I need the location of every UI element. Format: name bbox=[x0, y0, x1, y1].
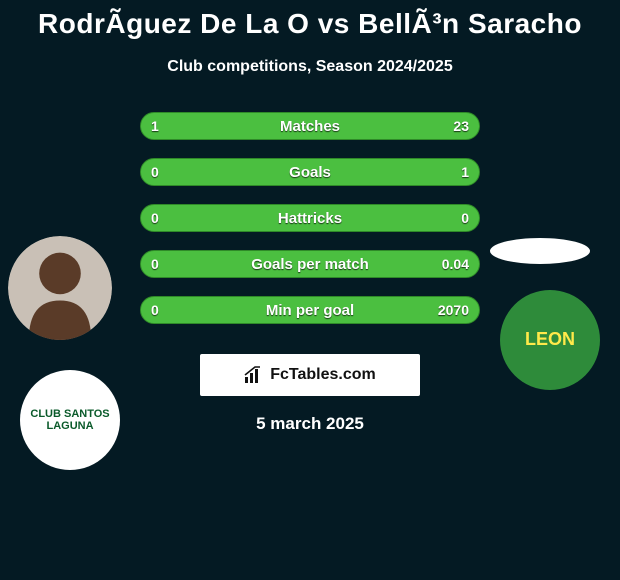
stat-bar: 0Goals1 bbox=[140, 158, 480, 186]
person-icon bbox=[8, 236, 112, 340]
stat-right-value: 1 bbox=[461, 164, 469, 180]
stat-label: Goals per match bbox=[141, 256, 479, 273]
stat-label: Matches bbox=[141, 118, 479, 135]
stat-bar: 0Hattricks0 bbox=[140, 204, 480, 232]
stat-right-value: 0.04 bbox=[442, 256, 469, 272]
stat-label: Min per goal bbox=[141, 302, 479, 319]
stat-bar: 0Min per goal2070 bbox=[140, 296, 480, 324]
subtitle: Club competitions, Season 2024/2025 bbox=[0, 58, 620, 76]
bar-chart-icon bbox=[244, 365, 264, 385]
brand-attribution: FcTables.com bbox=[200, 354, 420, 396]
date-text: 5 march 2025 bbox=[0, 414, 620, 434]
stat-right-value: 0 bbox=[461, 210, 469, 226]
stat-right-value: 2070 bbox=[438, 302, 469, 318]
stat-bars: 1Matches230Goals10Hattricks00Goals per m… bbox=[140, 112, 480, 342]
stat-right-value: 23 bbox=[453, 118, 469, 134]
player-right-placeholder bbox=[490, 238, 590, 264]
player-left-avatar bbox=[8, 236, 112, 340]
stat-label: Goals bbox=[141, 164, 479, 181]
page-title: RodrÃ­guez De La O vs BellÃ³n Saracho bbox=[0, 0, 620, 40]
stat-bar: 1Matches23 bbox=[140, 112, 480, 140]
stat-label: Hattricks bbox=[141, 210, 479, 227]
stat-bar: 0Goals per match0.04 bbox=[140, 250, 480, 278]
club-right-label: LEON bbox=[525, 330, 575, 350]
club-right-logo: LEON bbox=[500, 290, 600, 390]
brand-text: FcTables.com bbox=[270, 366, 376, 384]
